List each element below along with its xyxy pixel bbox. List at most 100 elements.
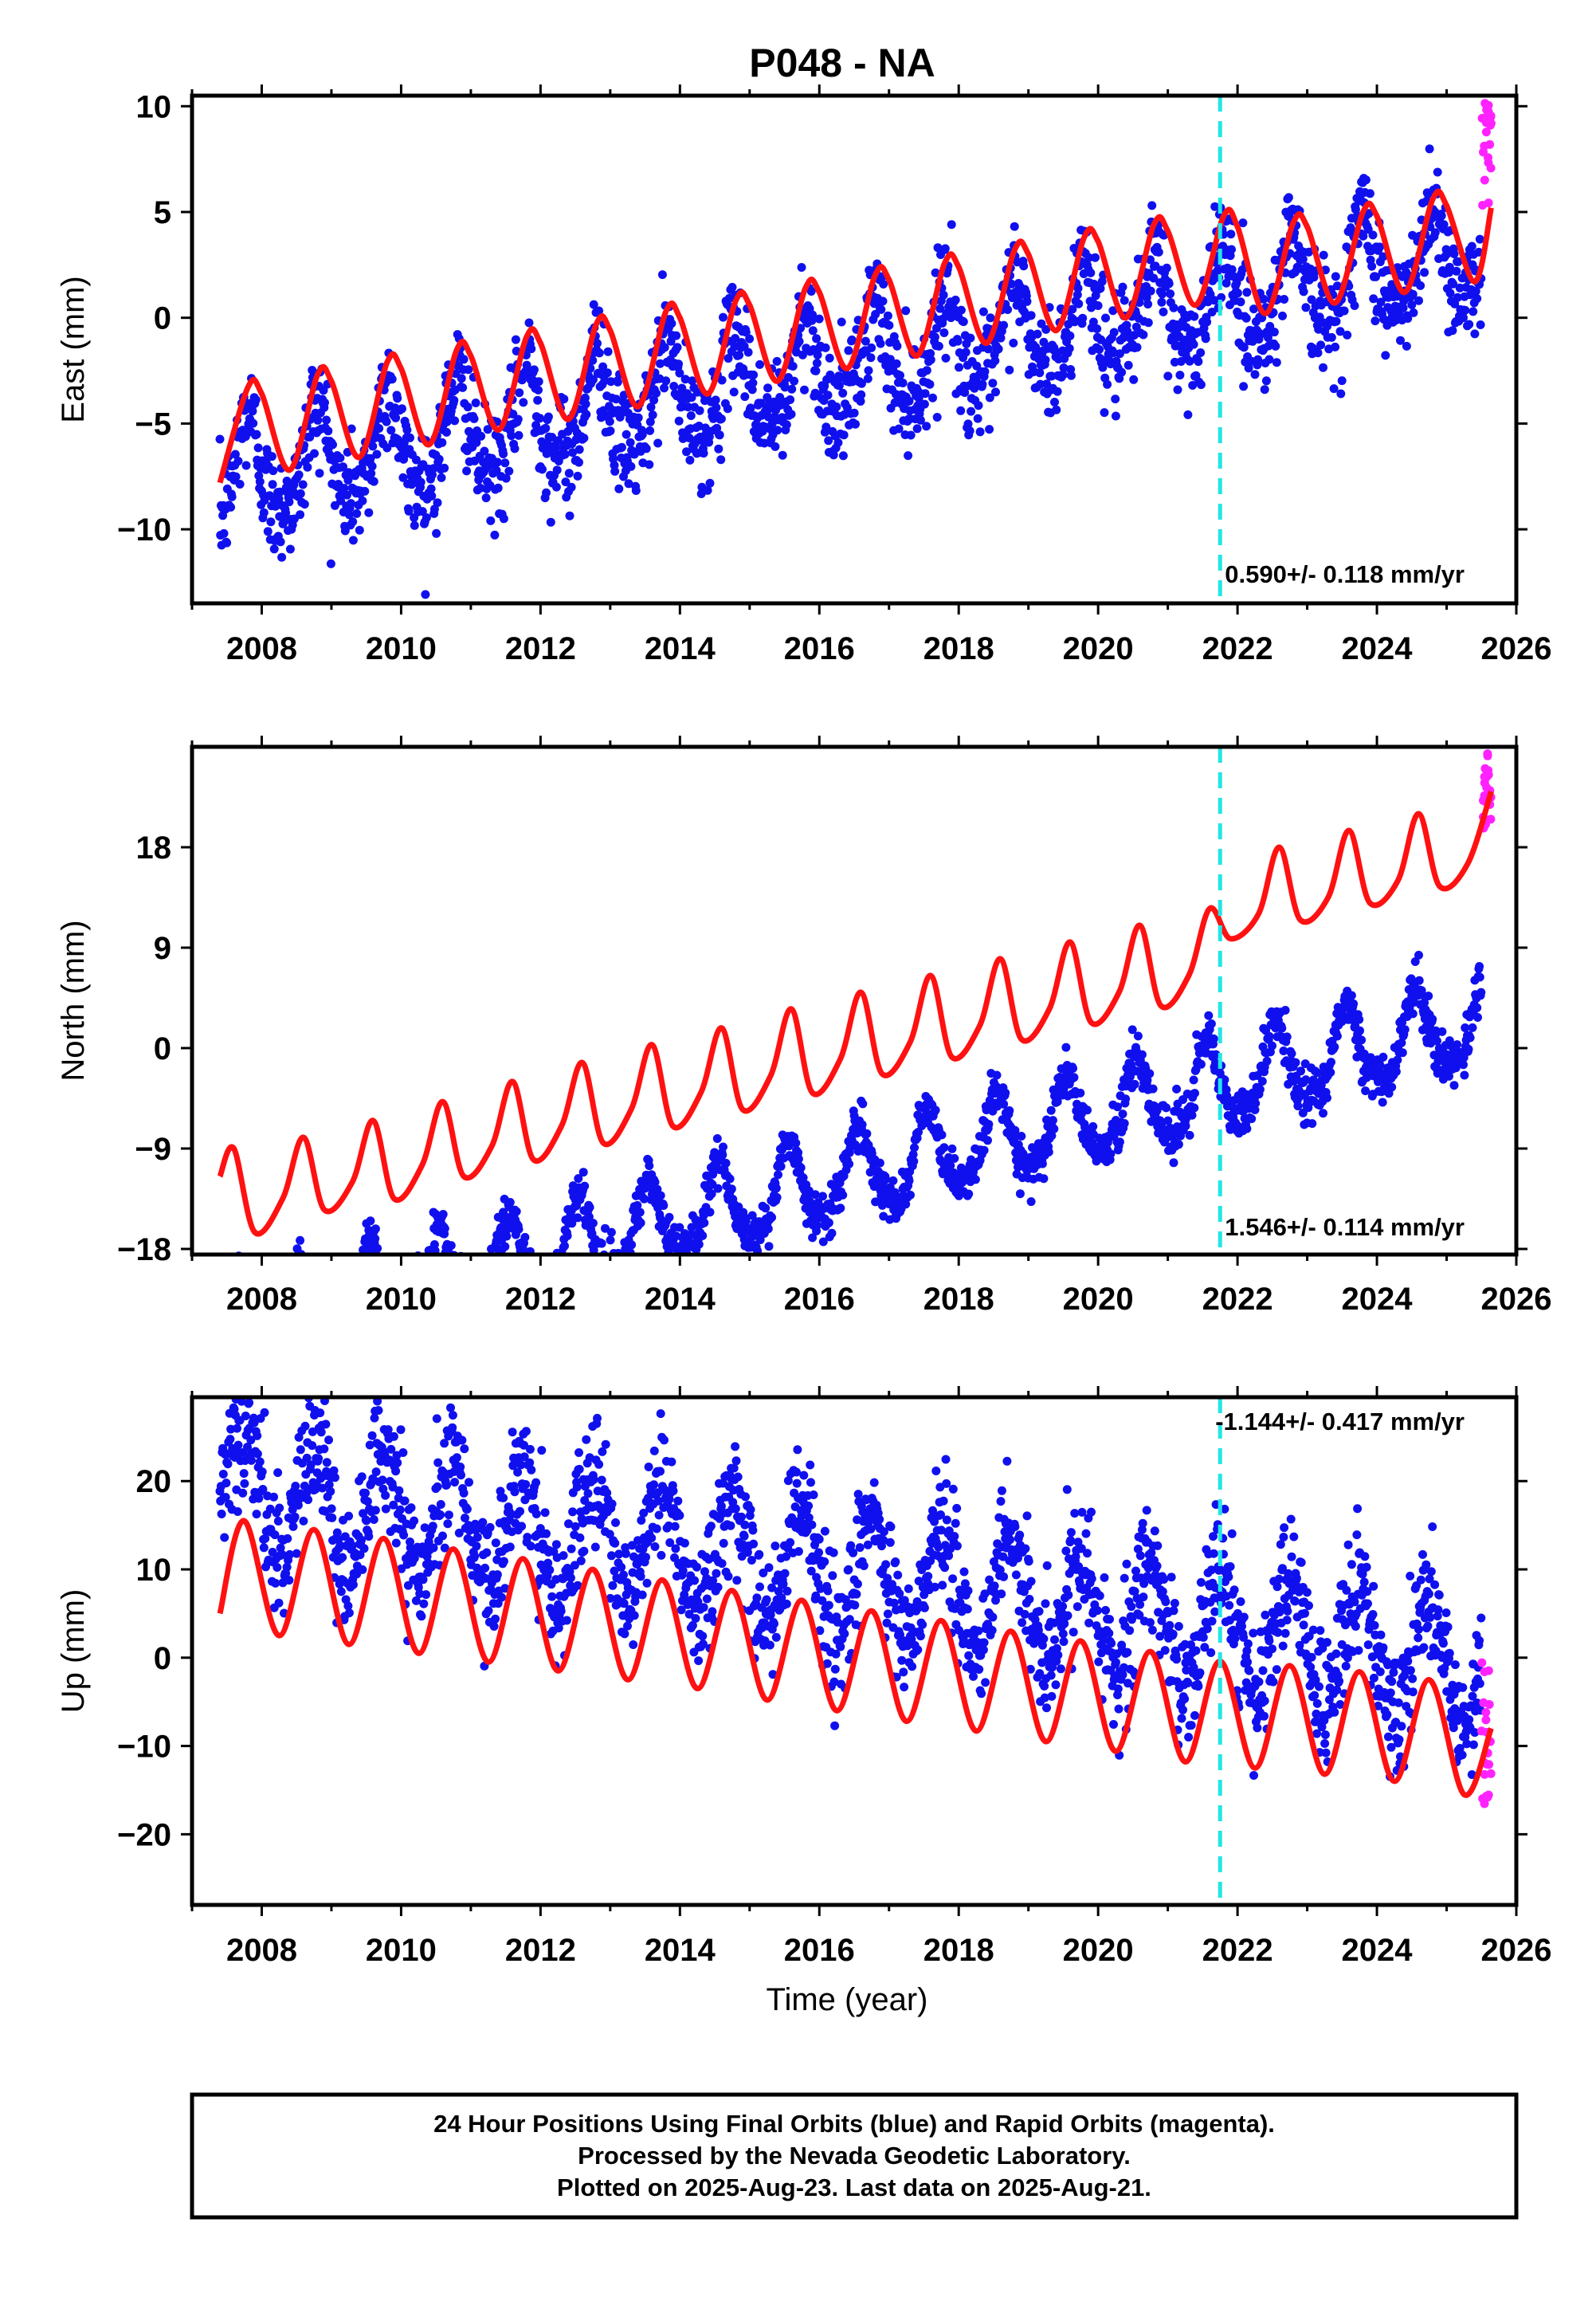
final-orbit-point [682,447,691,457]
final-orbit-point [476,1288,484,1297]
final-orbit-point [464,1294,473,1303]
final-orbit-point [837,317,846,327]
final-orbit-point [1047,1131,1057,1141]
final-orbit-point [601,1223,610,1233]
final-orbit-point [1120,1119,1129,1128]
final-orbit-point [288,1270,296,1279]
final-orbit-point [1327,332,1336,342]
final-orbit-point [480,1295,488,1304]
final-orbit-point [1393,1055,1402,1065]
final-orbit-point [1312,1068,1322,1078]
final-orbit-point [374,424,384,433]
final-orbit-point [339,462,347,472]
final-orbit-point [300,500,309,509]
y-tick-label: −5 [135,406,171,442]
final-orbit-point [220,1533,229,1542]
final-orbit-point [593,1272,602,1281]
final-orbit-point [951,295,960,304]
final-orbit-point [1400,1025,1410,1035]
final-orbit-point [824,436,833,446]
final-orbit-point [1408,1009,1418,1019]
final-orbit-point [858,1099,868,1109]
final-orbit-point [1053,1097,1062,1106]
final-orbit-point [881,1175,891,1184]
x-tick-label: 2010 [366,1282,437,1317]
final-orbit-point [609,1263,618,1272]
final-orbit-point [1120,296,1129,305]
final-orbit-point [395,1505,405,1514]
final-orbit-point [296,510,305,520]
final-orbit-point [825,353,834,363]
final-orbit-point [370,1413,379,1423]
final-orbit-point [475,1286,484,1294]
final-orbit-point [1226,230,1236,239]
final-orbit-point [253,1449,262,1459]
final-orbit-point [584,1212,594,1222]
final-orbit-point [669,1259,678,1267]
final-orbit-point [489,1273,498,1282]
final-orbit-point [753,1246,763,1255]
final-orbit-point [674,416,684,426]
final-orbit-point [287,1498,296,1507]
final-orbit-point [248,1343,257,1352]
final-orbit-point [352,1273,361,1282]
final-orbit-point [631,486,641,495]
final-orbit-point [699,449,708,458]
final-orbit-point [544,1267,553,1276]
final-orbit-point [260,1408,269,1417]
final-orbit-point [1003,305,1013,314]
final-orbit-point [335,454,345,463]
final-orbit-point [1378,252,1388,261]
east-model-fit-line [217,188,1494,484]
final-orbit-point [1145,1069,1155,1078]
final-orbit-point [1147,201,1157,210]
final-orbit-point [257,1467,267,1477]
final-orbit-point [253,1341,261,1350]
final-orbit-point [428,1522,437,1531]
final-orbit-point [812,359,822,368]
final-orbit-point [719,1142,727,1152]
final-orbit-point [1472,294,1482,304]
final-orbit-point [483,425,492,434]
final-orbit-point [844,346,853,355]
final-orbit-point [391,413,401,422]
final-orbit-point [1039,1174,1049,1184]
final-orbit-point [313,1297,322,1306]
final-orbit-point [767,1212,777,1222]
final-orbit-point [490,530,500,540]
final-orbit-point [1220,1075,1229,1085]
final-orbit-point [1101,313,1110,323]
final-orbit-point [916,415,925,425]
final-orbit-point [401,1321,410,1329]
final-orbit-point [1041,324,1051,334]
final-orbit-point [273,1563,282,1572]
final-orbit-point [488,1287,496,1296]
final-orbit-point [245,1317,254,1325]
final-orbit-point [1242,1124,1252,1133]
final-orbit-point [1225,1125,1235,1134]
final-orbit-point [331,1353,340,1362]
final-orbit-point [534,385,543,395]
final-orbit-point [433,498,442,508]
final-orbit-point [904,396,914,406]
final-orbit-point [796,1163,806,1172]
final-orbit-point [400,1496,410,1506]
final-orbit-point [543,412,553,422]
final-orbit-point [1378,1052,1388,1062]
final-orbit-point [316,1333,324,1342]
final-orbit-point [1465,320,1474,329]
final-orbit-point [269,1353,277,1361]
final-orbit-point [1174,1140,1183,1149]
final-orbit-point [996,333,1006,343]
x-tick-label: 2016 [784,631,855,666]
final-orbit-point [991,387,1000,397]
final-orbit-point [300,1282,309,1291]
final-orbit-point [511,335,520,344]
final-orbit-point [367,469,376,478]
final-orbit-point [608,1278,617,1287]
final-orbit-point [223,1459,233,1469]
final-orbit-point [922,422,931,431]
final-orbit-point [246,1349,255,1357]
final-orbit-point [1106,1149,1116,1159]
final-orbit-point [406,433,414,442]
